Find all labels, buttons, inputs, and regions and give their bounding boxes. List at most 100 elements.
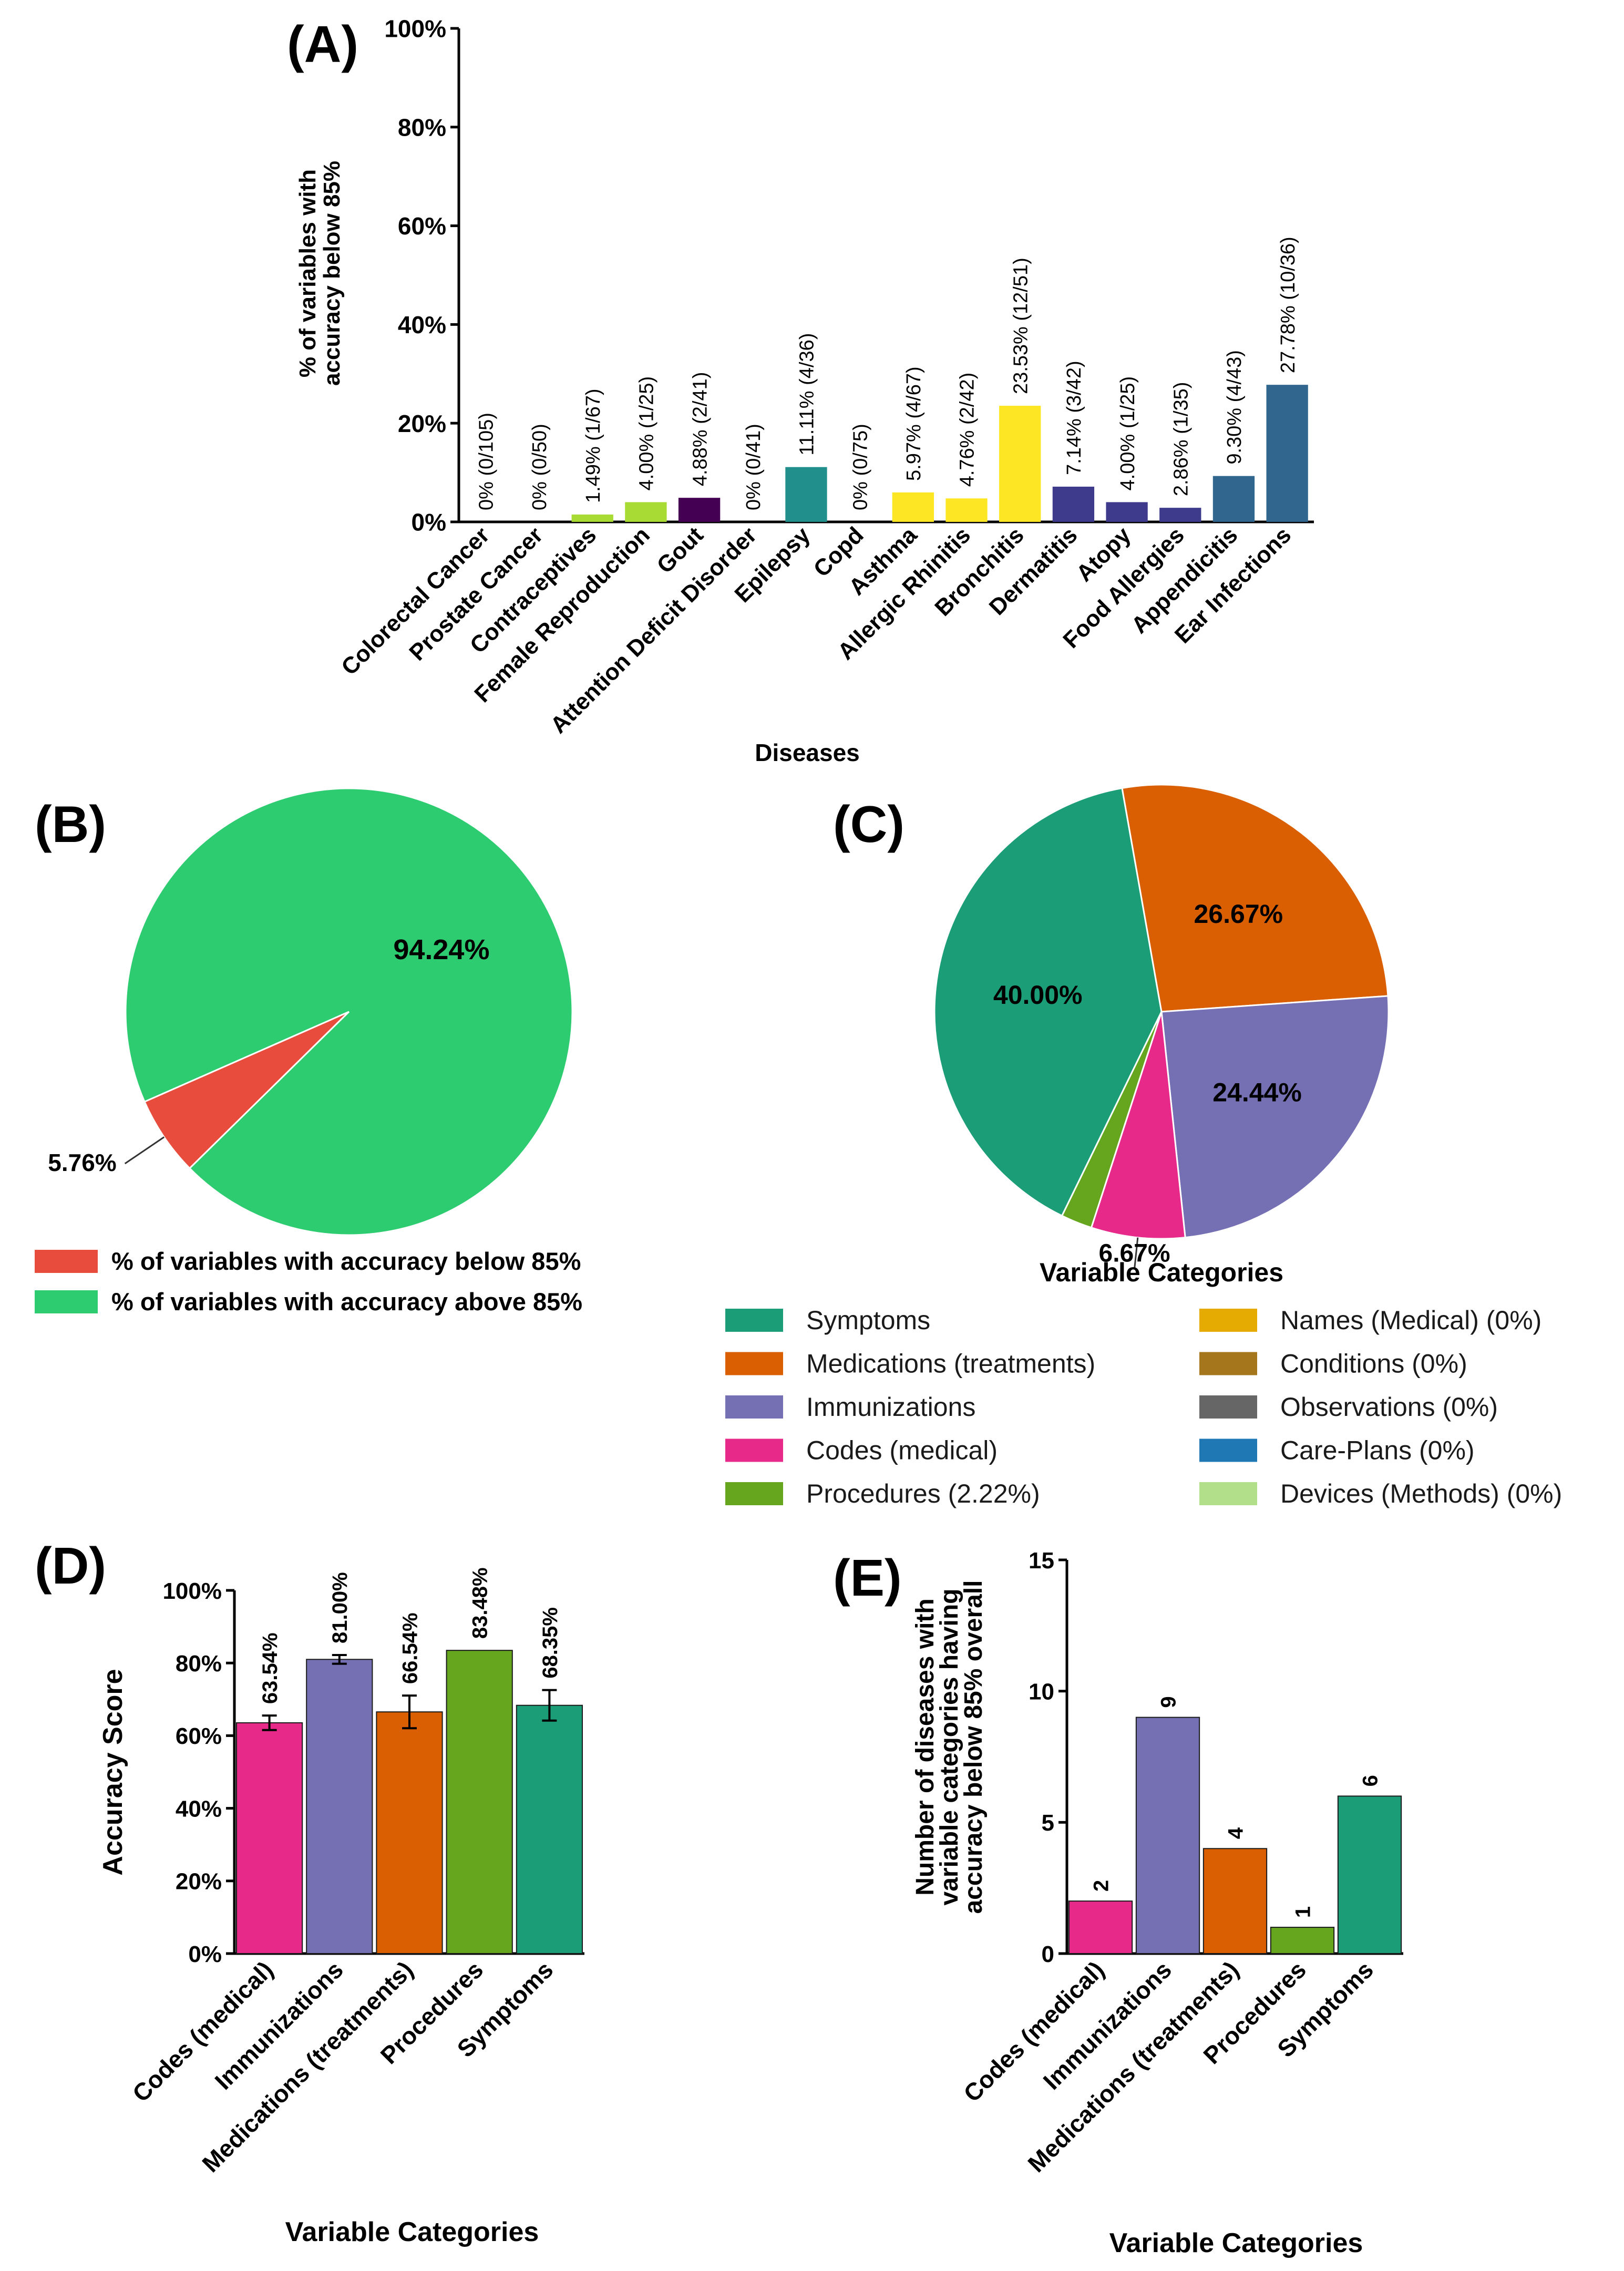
data-label: 66.54% [398, 1612, 422, 1684]
bar-procedures [1270, 1927, 1335, 1954]
panel-label-e: (E) [833, 1549, 902, 1607]
y-tick-label: 100% [384, 15, 446, 43]
pie-label: 40.00% [993, 980, 1083, 1010]
pie-slice-symptoms [933, 787, 1163, 1217]
legend-label: Conditions (0%) [1280, 1349, 1467, 1379]
x-axis-title: Variable Categories [1109, 2228, 1363, 2258]
pie-label: 6.67% [1099, 1239, 1170, 1267]
pie-slice-of-variables-with-accuracy-below-85 [143, 1011, 350, 1170]
data-label: 81.00% [328, 1572, 352, 1643]
data-label: 1.49% (1/67) [582, 388, 604, 503]
y-tick-label: 60% [176, 1723, 222, 1749]
legend-swatch [725, 1395, 783, 1419]
data-label: 4 [1224, 1827, 1247, 1839]
legend-label: Immunizations [806, 1392, 975, 1422]
pie-label: 26.67% [1194, 899, 1283, 929]
y-axis-title: variable categories having [936, 1589, 963, 1906]
data-label: 4.76% (2/42) [957, 373, 979, 487]
bar-immunizations [1135, 1717, 1200, 1955]
pie-slice-codes-medical [1090, 1011, 1186, 1240]
y-tick-label: 60% [398, 212, 446, 240]
y-axis-title: % of variables with [295, 169, 321, 377]
legend-label: Codes (medical) [806, 1436, 998, 1465]
legend-swatch [1199, 1309, 1257, 1332]
data-label: 2.86% (1/35) [1170, 382, 1192, 497]
bar-female-reproduction [625, 502, 667, 522]
bar-medications-treatments- [376, 1711, 443, 1954]
panel-label-c: (C) [833, 795, 904, 853]
bar-food-allergies [1159, 508, 1201, 522]
data-label: 7.14% (3/42) [1063, 361, 1085, 475]
legend-label: % of variables with accuracy above 85% [111, 1288, 582, 1316]
pie-slice-medications-treatments [1121, 784, 1389, 1013]
legend-swatch [725, 1309, 783, 1332]
legend-label: Symptoms [806, 1306, 930, 1335]
panel-label-b: (B) [35, 795, 106, 853]
data-label: 4.88% (2/41) [689, 372, 711, 487]
pie-leader-line [124, 1136, 165, 1165]
bar-epilepsy [785, 467, 827, 522]
y-tick-label: 5 [1042, 1810, 1054, 1836]
data-label: 9 [1157, 1696, 1180, 1708]
pie-slice-immunizations [1160, 995, 1390, 1239]
legend-swatch [35, 1290, 98, 1313]
legend-swatch [1199, 1352, 1257, 1375]
y-tick-label: 100% [162, 1578, 222, 1604]
pie-slice-of-variables-with-accuracy-above-85 [125, 787, 573, 1236]
data-label: 0% (0/41) [743, 424, 765, 510]
data-label: 83.48% [469, 1567, 492, 1639]
data-label: 11.11% (4/36) [796, 333, 818, 456]
bar-symptoms [516, 1704, 583, 1954]
bar-symptoms [1337, 1795, 1402, 1954]
bar-dermatitis [1052, 486, 1095, 522]
bar-contraceptives [571, 515, 613, 522]
data-label: 2 [1089, 1880, 1113, 1892]
y-tick-label: 20% [398, 410, 446, 437]
data-label: 9.30% (4/43) [1224, 350, 1246, 465]
legend-swatch [725, 1352, 783, 1375]
data-label: 4.00% (1/25) [636, 376, 658, 491]
bar-codes-medical- [1068, 1900, 1133, 1954]
data-label: 63.54% [259, 1632, 282, 1704]
y-axis-title: Accuracy Score [98, 1669, 128, 1875]
data-label: 5.97% (4/67) [903, 366, 925, 481]
legend-label: Devices (Methods) (0%) [1280, 1479, 1562, 1508]
pie-label: 5.76% [48, 1149, 116, 1176]
legend-swatch [725, 1482, 783, 1505]
legend-label: Care-Plans (0%) [1280, 1436, 1475, 1465]
pie-title: Variable Categories [1040, 1258, 1283, 1287]
x-axis-title: Diseases [755, 739, 860, 766]
legend-label: Names (Medical) (0%) [1280, 1306, 1541, 1335]
y-tick-label: 20% [176, 1869, 222, 1895]
legend-swatch [35, 1250, 98, 1273]
data-label: 68.35% [539, 1607, 562, 1679]
data-label: 6 [1359, 1775, 1382, 1786]
bar-immunizations [306, 1659, 373, 1955]
bar-atopy [1106, 502, 1148, 522]
x-tick-label: Immunizations [209, 1956, 348, 2094]
x-axis-title: Variable Categories [285, 2217, 539, 2247]
bar-medications-treatments- [1202, 1848, 1268, 1954]
y-tick-label: 80% [176, 1651, 222, 1677]
y-tick-label: 0% [412, 509, 446, 536]
data-label: 4.00% (1/25) [1117, 376, 1139, 491]
y-tick-label: 10 [1029, 1679, 1054, 1705]
y-tick-label: 80% [398, 114, 446, 141]
y-axis-title: accuracy below 85% overall [960, 1580, 988, 1914]
pie-slice-procedures [1061, 1011, 1163, 1229]
bar-allergic-rhinitis [945, 498, 988, 522]
legend-swatch [725, 1438, 783, 1462]
pie-label: 94.24% [393, 934, 489, 965]
y-axis-title: accuracy below 85% [319, 161, 345, 386]
data-label: 0% (0/75) [849, 424, 871, 510]
y-tick-label: 0% [188, 1941, 222, 1967]
data-label: 23.53% (12/51) [1010, 258, 1032, 394]
legend-label: Observations (0%) [1280, 1392, 1498, 1422]
bar-gout [678, 498, 721, 522]
panel-label-a: (A) [287, 15, 358, 73]
bar-bronchitis [999, 406, 1041, 522]
bar-appendicitis [1212, 476, 1255, 522]
legend-label: Medications (treatments) [806, 1349, 1095, 1379]
bar-procedures [446, 1650, 513, 1955]
